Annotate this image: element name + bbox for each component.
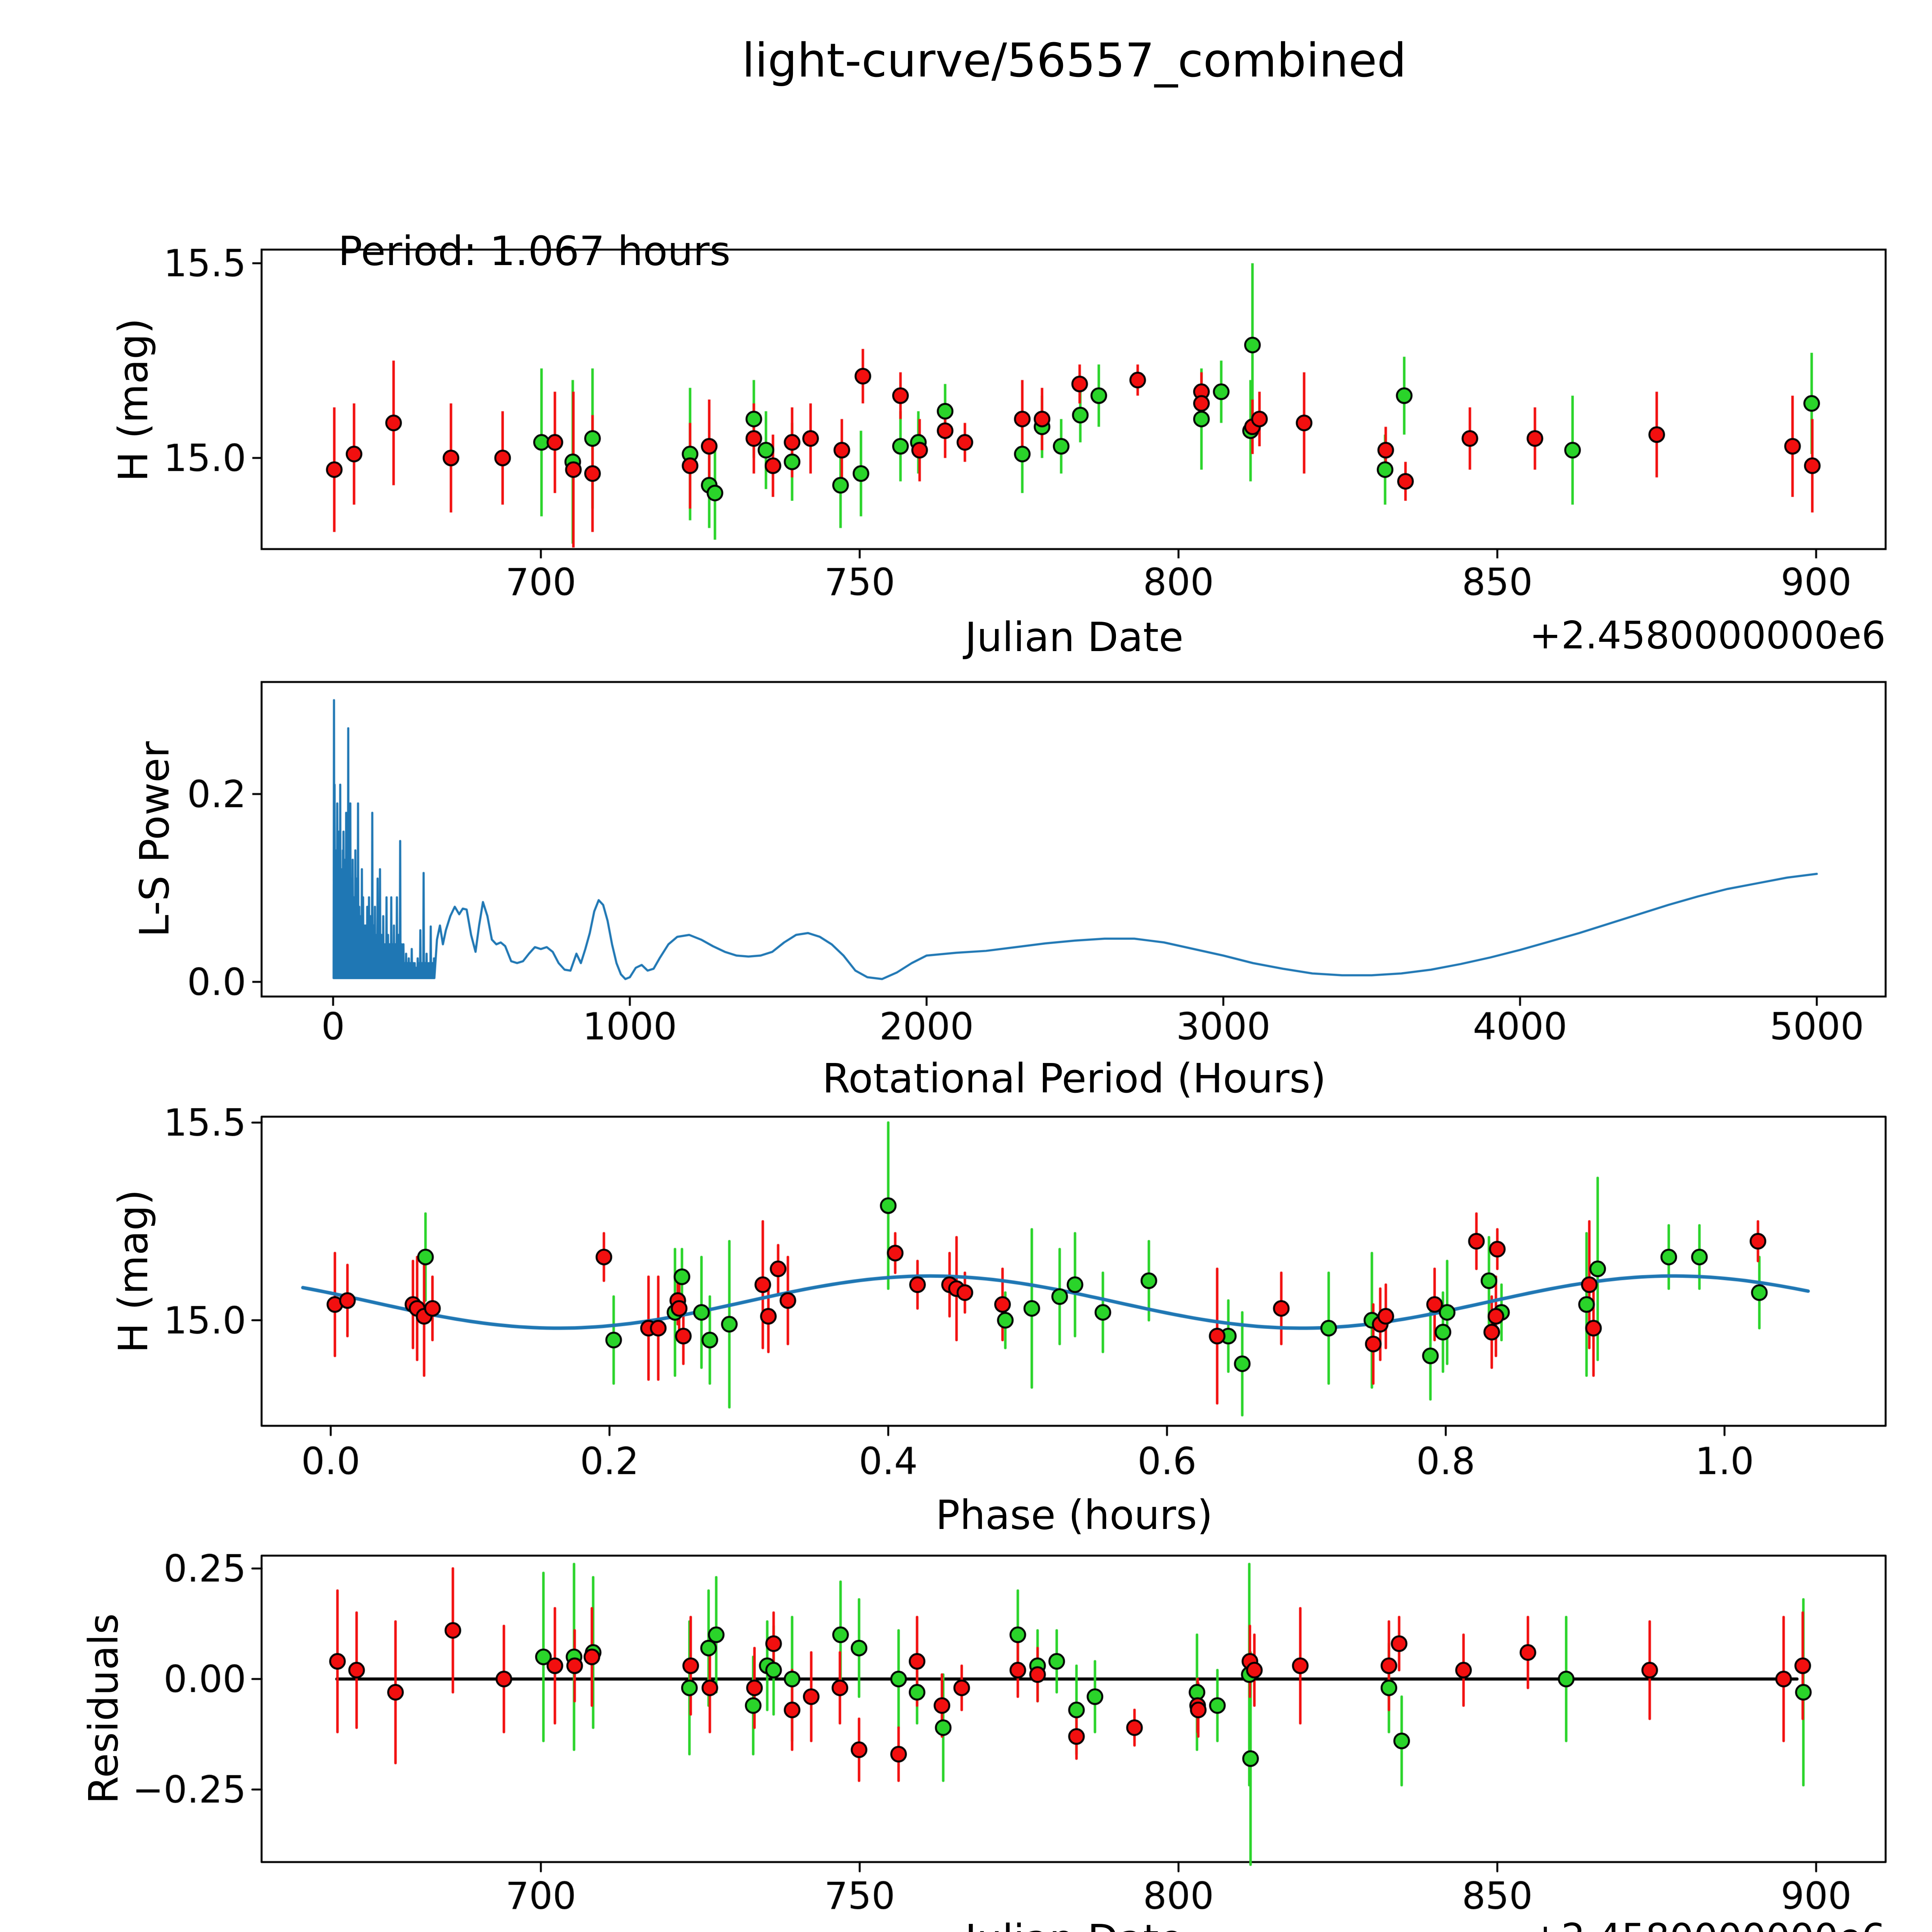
panel2-ylabel: L-S Power [131,741,178,937]
panel4-xlabel: Julian Date [965,1916,1184,1932]
panel2-xlabel: Rotational Period (Hours) [822,1055,1326,1102]
figure-title: light-curve/56557_combined [742,34,1406,88]
panel1-axis-offset-text: +2.4580000000e6 [1529,614,1886,658]
period-annotation: Period: 1.067 hours [338,228,731,275]
panel3-xlabel: Phase (hours) [935,1492,1213,1539]
panel1-ylabel: H (mag) [110,318,157,482]
panel3-ylabel: H (mag) [110,1189,157,1353]
panel1-xlabel: Julian Date [965,614,1184,661]
panel4-axis-offset-text: +2.4580000000e6 [1529,1916,1886,1932]
panel4-ylabel: Residuals [80,1613,127,1804]
